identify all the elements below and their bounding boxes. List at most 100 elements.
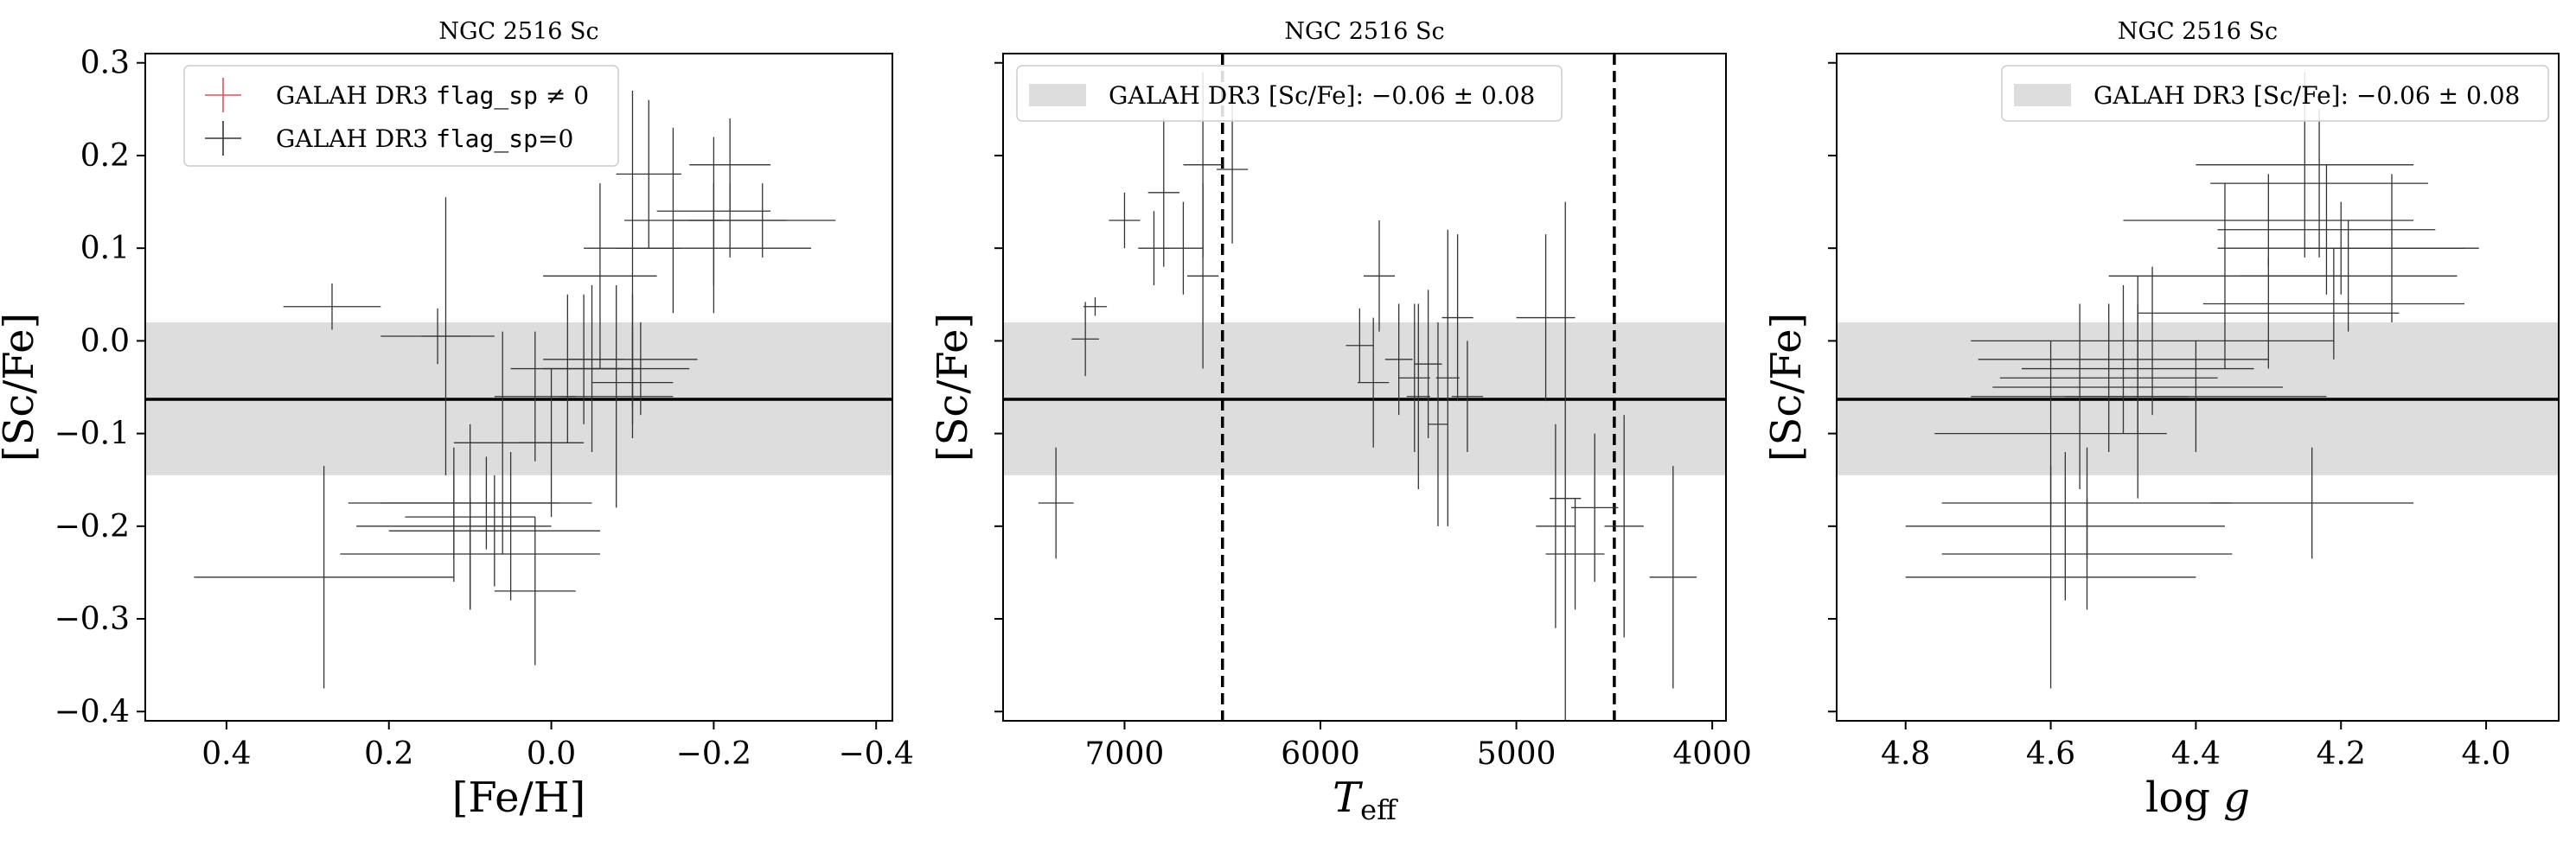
data-point — [559, 285, 674, 508]
legend-label-text: GALAH DR3 — [276, 124, 436, 153]
data-point — [2304, 174, 2479, 322]
chart-title: NGC 2516 Sc — [1284, 18, 1444, 45]
legend-label-text: GALAH DR3 [Sc/Fe]: — [2093, 81, 2356, 110]
chart-title: NGC 2516 Sc — [2118, 18, 2278, 45]
data-point — [1545, 498, 1605, 610]
plot-area — [1003, 54, 1726, 721]
data-point — [1441, 234, 1473, 402]
data-point — [1999, 303, 2218, 453]
legend-frame — [183, 65, 619, 167]
y-axis-label: [Sc/Fe] — [1762, 313, 1811, 462]
data-point — [1550, 201, 1582, 721]
data-point — [1978, 285, 2269, 434]
y-tick-label: 0.0 — [80, 323, 130, 359]
legend-label: GALAH DR3 [Sc/Fe]: −0.06 ± 0.08 — [1109, 81, 1535, 110]
x-tick-label: −0.4 — [839, 736, 914, 772]
chart-panel-2: 7000 6000 5000 4000 NGC 2516 Sc [Sc/Fe] Teff GA… — [929, 18, 1752, 826]
legend-label-code: flag_sp — [436, 81, 538, 111]
x-tick-label: 4.4 — [2171, 736, 2221, 772]
legend-frame — [1016, 65, 1563, 122]
data-point — [1147, 118, 1179, 267]
data-point — [2239, 220, 2458, 332]
legend-entry: GALAH DR3 [Sc/Fe]: −0.06 ± 0.08 — [2014, 81, 2520, 110]
y-tick-label: 0.3 — [80, 46, 130, 81]
data-point — [2065, 341, 2327, 453]
data-point — [1109, 192, 1141, 249]
legend: GALAH DR3 [Sc/Fe]: −0.06 ± 0.08 — [1016, 65, 1563, 122]
legend-swatch — [1029, 84, 1086, 106]
x-tick-label: 0.4 — [201, 736, 251, 772]
x-tick-label: 4.2 — [2317, 736, 2366, 772]
y-tick-label: −0.1 — [54, 417, 130, 452]
x-tick-label: 4.6 — [2026, 736, 2075, 772]
data-point — [2021, 303, 2254, 434]
x-tick-label: 0.0 — [527, 736, 576, 772]
data-point — [283, 283, 381, 330]
legend-label-text: GALAH DR3 — [276, 81, 436, 110]
legend-label-text: GALAH DR3 [Sc/Fe]: — [1109, 81, 1371, 110]
plot-area — [145, 90, 892, 689]
data-point — [1346, 308, 1374, 383]
x-tick-label: 6000 — [1281, 736, 1360, 772]
data-point — [1451, 341, 1484, 453]
chart-title: NGC 2516 Sc — [438, 18, 598, 45]
data-point — [380, 456, 592, 550]
data-point — [421, 197, 470, 475]
data-point — [1604, 415, 1644, 638]
data-point — [591, 322, 690, 416]
x-tick-label: 7000 — [1085, 736, 1165, 772]
y-tick-label: 0.1 — [80, 231, 130, 266]
data-point — [519, 368, 585, 518]
legend-label-condition: ≠ 0 — [538, 81, 589, 110]
legend-swatch — [2014, 84, 2071, 106]
data-point — [494, 517, 576, 666]
x-axis-label: Teff — [1333, 774, 1398, 826]
data-point — [543, 183, 657, 369]
x-axis-label: [Fe/H] — [452, 774, 586, 822]
axes-frame — [144, 53, 893, 722]
y-axis-label: [Sc/Fe] — [929, 313, 977, 462]
data-point — [2123, 174, 2414, 267]
data-point — [1163, 201, 1204, 295]
data-point — [2217, 164, 2436, 295]
legend-frame — [2001, 65, 2549, 122]
x-tick-label: 5000 — [1477, 736, 1556, 772]
data-point — [2210, 447, 2414, 559]
data-point — [1428, 322, 1448, 526]
y-tick-label: −0.2 — [54, 509, 130, 544]
x-tick-label: −0.2 — [676, 736, 751, 772]
y-axis-label: [Sc/Fe] — [0, 313, 43, 462]
data-point — [1071, 302, 1100, 377]
legend-label: GALAH DR3 [Sc/Fe]: −0.06 ± 0.08 — [2093, 81, 2520, 110]
data-point — [2202, 248, 2464, 360]
data-point — [2210, 109, 2428, 258]
legend-label-code: flag_sp — [436, 124, 538, 154]
data-point — [1083, 296, 1108, 316]
data-point — [1571, 433, 1619, 583]
data-point — [1941, 447, 2233, 559]
legend-label-value: −0.06 ± 0.08 — [2356, 81, 2520, 110]
data-point — [1414, 290, 1442, 438]
data-point — [388, 474, 600, 587]
plot-area — [1837, 72, 2559, 689]
legend-entry: GALAH DR3 flag_sp=0 — [205, 121, 573, 156]
x-axis-label: log g — [2145, 774, 2250, 822]
axes-frame — [1002, 53, 1727, 722]
data-point — [689, 183, 836, 258]
x-tick-label: 0.2 — [364, 736, 413, 772]
data-point — [1435, 229, 1460, 526]
x-tick-label: 4.0 — [2461, 736, 2510, 772]
legend-entry: GALAH DR3 flag_sp ≠ 0 — [205, 78, 589, 112]
axes-frame — [1836, 53, 2560, 722]
x-tick-label: 4000 — [1672, 736, 1752, 772]
chart-panel-3: 4.8 4.6 4.4 4.2 4.0 NGC 2516 Sc [Sc/Fe] log g GA… — [1762, 18, 2560, 822]
data-point — [1905, 452, 2225, 601]
data-point — [405, 424, 535, 610]
data-point — [616, 183, 812, 314]
y-tick-label: 0.2 — [80, 138, 130, 174]
legend-entry: GALAH DR3 [Sc/Fe]: −0.06 ± 0.08 — [1029, 81, 1535, 110]
legend-label-value: −0.06 ± 0.08 — [1371, 81, 1535, 110]
y-tick-label: −0.4 — [54, 694, 130, 729]
data-point — [1971, 266, 2334, 416]
y-tick-label: −0.3 — [54, 602, 130, 637]
